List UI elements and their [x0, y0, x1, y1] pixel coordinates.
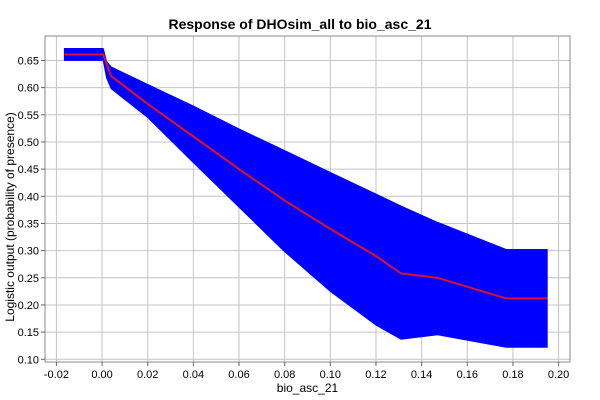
y-tick-label: 0.20: [18, 300, 39, 312]
y-tick-label: 0.55: [18, 110, 39, 122]
x-tick-label: -0.02: [44, 369, 69, 381]
y-tick-label: 0.50: [18, 137, 39, 149]
x-tick-label: 0.04: [183, 369, 204, 381]
x-tick-label: 0.00: [91, 369, 112, 381]
y-tick-label: 0.45: [18, 164, 39, 176]
x-tick-label: 0.10: [320, 369, 341, 381]
y-tick-label: 0.15: [18, 327, 39, 339]
x-tick-label: 0.20: [548, 369, 569, 381]
x-tick-label: 0.06: [228, 369, 249, 381]
confidence-band: [63, 48, 548, 348]
y-tick-label: 0.40: [18, 191, 39, 203]
x-tick-label: 0.12: [365, 369, 386, 381]
x-tick-label: 0.16: [457, 369, 478, 381]
x-tick-label: 0.08: [274, 369, 295, 381]
x-tick-label: 0.14: [411, 369, 432, 381]
chart-title: Response of DHOsim_all to bio_asc_21: [168, 16, 432, 32]
y-tick-label: 0.10: [18, 354, 39, 366]
y-axis-label: Logistic output (probability of presence…: [3, 112, 17, 322]
plot-frame: [44, 35, 571, 363]
y-tick-label: 0.60: [18, 83, 39, 95]
y-tick-label: 0.30: [18, 246, 39, 258]
y-tick-label: 0.35: [18, 218, 39, 230]
x-axis-label: bio_asc_21: [276, 381, 339, 395]
x-tick-label: 0.02: [137, 369, 158, 381]
response-line: [64, 53, 548, 300]
y-tick-label: 0.25: [18, 273, 39, 285]
y-tick-label: 0.65: [18, 55, 39, 67]
x-tick-label: 0.18: [502, 369, 523, 381]
